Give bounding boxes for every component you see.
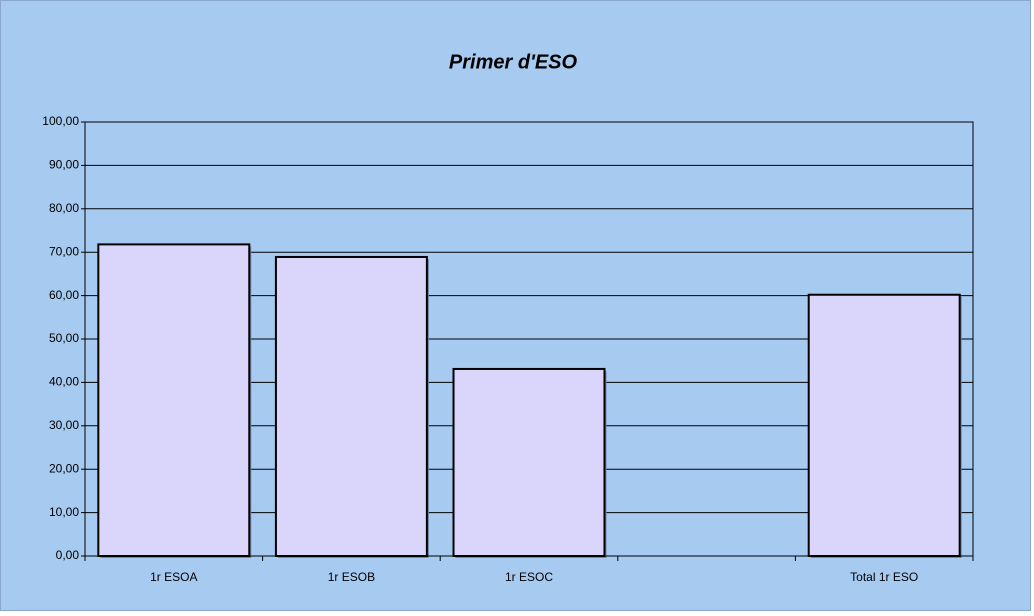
y-tick-label: 60,00 <box>49 288 79 302</box>
bar <box>97 243 251 557</box>
y-tick-label: 100,00 <box>42 114 79 128</box>
y-tick-label: 20,00 <box>49 461 79 475</box>
x-tick-label: 1r ESOA <box>150 570 197 584</box>
y-tick-label: 10,00 <box>49 505 79 519</box>
x-tick-label: Total 1r ESO <box>850 570 918 584</box>
y-tick-label: 90,00 <box>49 158 79 172</box>
y-tick-label: 40,00 <box>49 375 79 389</box>
bar <box>807 293 961 557</box>
y-tick-label: 50,00 <box>49 331 79 345</box>
y-tick-label: 70,00 <box>49 244 79 258</box>
y-tick-label: 0,00 <box>56 548 80 562</box>
y-tick-label: 80,00 <box>49 201 79 215</box>
bar <box>452 367 606 558</box>
x-tick-label: 1r ESOC <box>505 570 553 584</box>
x-tick-label: 1r ESOB <box>328 570 375 584</box>
y-tick-label: 30,00 <box>49 418 79 432</box>
bar <box>274 255 428 557</box>
chart-title: Primer d'ESO <box>449 51 578 73</box>
